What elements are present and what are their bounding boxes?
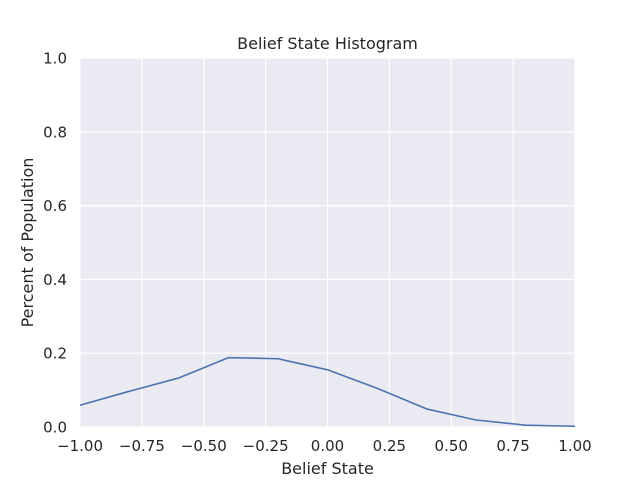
y-tick-label: 0.8 — [43, 123, 67, 141]
x-tick-label: −0.50 — [181, 437, 227, 455]
y-tick-label: 0.0 — [43, 419, 67, 437]
x-tick-label: −0.25 — [243, 437, 289, 455]
chart-title: Belief State Histogram — [237, 34, 418, 53]
x-tick-label: 0.75 — [496, 437, 529, 455]
y-tick-label: 1.0 — [43, 50, 67, 68]
x-tick-label: −0.75 — [119, 437, 165, 455]
y-axis-ticks: 0.0 0.2 0.4 0.6 0.8 1.0 — [43, 50, 67, 437]
x-tick-label: −1.00 — [57, 437, 103, 455]
grid-layer — [79, 57, 576, 428]
x-tick-label: 0.50 — [435, 437, 468, 455]
x-axis-label: Belief State — [281, 459, 374, 478]
y-tick-label: 0.4 — [43, 271, 67, 289]
x-tick-label: 1.00 — [558, 437, 591, 455]
series-line — [79, 356, 576, 428]
x-axis-ticks: −1.00 −0.75 −0.50 −0.25 0.00 0.25 0.50 0.75 1.00 — [57, 437, 592, 455]
x-tick-label: 0.00 — [311, 437, 344, 455]
y-tick-label: 0.6 — [43, 197, 67, 215]
y-tick-label: 0.2 — [43, 345, 67, 363]
y-axis-label: Percent of Population — [18, 158, 37, 328]
x-tick-label: 0.25 — [373, 437, 406, 455]
